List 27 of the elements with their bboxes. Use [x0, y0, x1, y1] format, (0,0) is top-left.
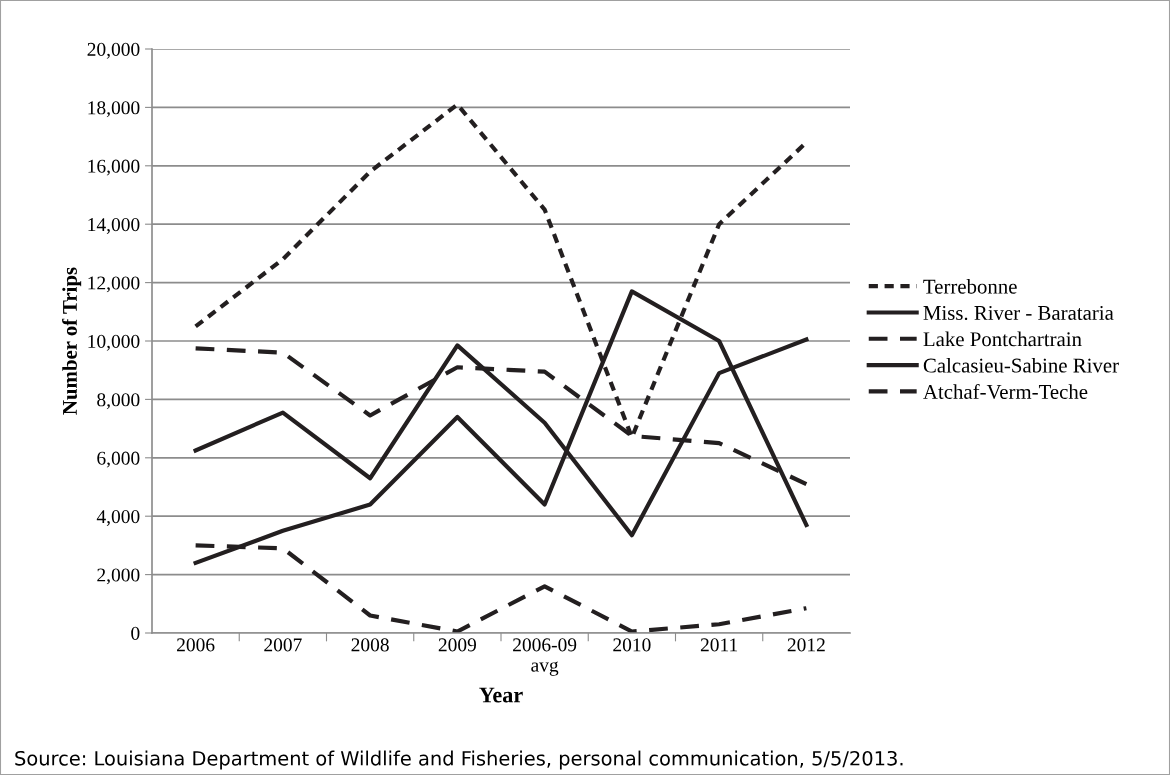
source-note: Source: Louisiana Department of Wildlife and Fisheries, personal communication, 5/5/2013.	[15, 750, 903, 770]
x-axis-title: Year	[479, 687, 523, 703]
x-tick-label: 2006	[177, 638, 215, 652]
legend-label: Lake Pontchartrain	[923, 331, 1082, 347]
y-tick-label: 2,000	[97, 568, 140, 585]
y-tick-label: 20,000	[87, 42, 140, 59]
legend-label: Miss. River - Barataria	[923, 305, 1114, 321]
x-tick-label: 2008	[351, 638, 389, 652]
y-tick-label: 10,000	[88, 334, 140, 351]
x-tick-label: 2012	[787, 638, 825, 652]
y-tick-label: 4,000	[96, 510, 140, 526]
legend-label: Calcasieu-Sabine River	[923, 357, 1119, 373]
y-tick-label: 0	[131, 626, 140, 640]
y-tick-label: 18,000	[88, 101, 140, 118]
y-tick-label: 16,000	[88, 159, 140, 176]
x-tick-label: 2006-09 avg	[513, 638, 577, 676]
x-tick-label: 2011	[700, 638, 738, 652]
y-tick-label: 12,000	[88, 276, 140, 293]
y-tick-label: 14,000	[88, 218, 140, 234]
x-tick-label: 2009	[438, 638, 477, 652]
y-tick-label: 6,000	[97, 451, 140, 468]
legend-label: Terrebonne	[923, 278, 1017, 294]
x-tick-label: 2010	[613, 638, 651, 652]
y-axis-title: Number of Trips	[62, 267, 82, 415]
legend-label: Atchaf-Verm-Teche	[923, 384, 1088, 400]
y-tick-label: 8,000	[97, 393, 140, 410]
x-tick-label: 2007	[264, 638, 302, 652]
